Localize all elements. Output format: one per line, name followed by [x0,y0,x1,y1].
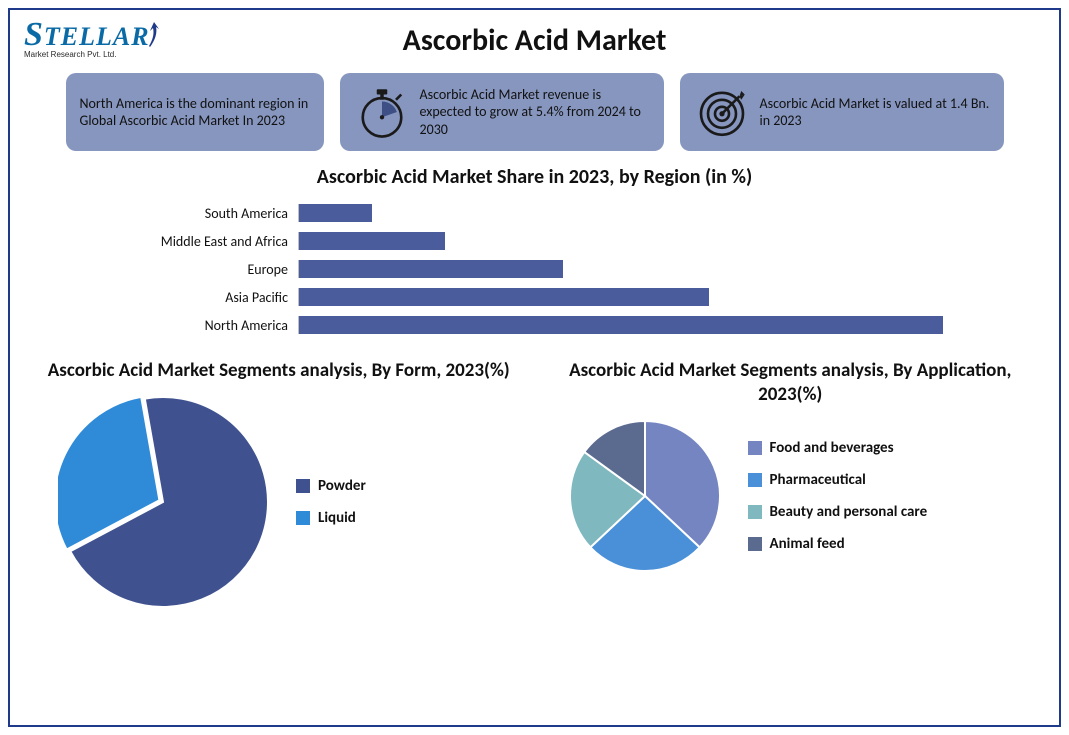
callout-text: Ascorbic Acid Market is valued at 1.4 Bn… [760,95,990,130]
bar-row: Asia Pacific [118,283,958,311]
legend-item: Powder [296,477,366,495]
bar-track [298,260,958,278]
bar-label: Asia Pacific [118,289,298,306]
callout-text: Ascorbic Acid Market revenue is expected… [420,86,650,139]
legend-label: Liquid [318,509,356,527]
bar-track [298,232,958,250]
target-icon [694,84,750,140]
callout-card: Ascorbic Acid Market revenue is expected… [340,73,664,151]
bar-fill [299,288,709,306]
pie-form-legend: Powder Liquid [296,477,366,527]
callout-card: Ascorbic Acid Market is valued at 1.4 Bn… [680,73,1004,151]
bar-fill [299,260,563,278]
stopwatch-icon [354,84,410,140]
legend-swatch [748,441,762,455]
bar-label: Europe [118,261,298,278]
legend-label: Food and beverages [770,439,894,457]
bar-chart-section: Ascorbic Acid Market Share in 2023, by R… [28,165,1041,339]
pie-app-title: Ascorbic Acid Market Segments analysis, … [540,359,1042,407]
bar-track [298,204,958,222]
pie-app-block: Ascorbic Acid Market Segments analysis, … [540,359,1042,607]
page-title: Ascorbic Acid Market [28,22,1041,59]
legend-label: Powder [318,477,366,495]
legend-item: Beauty and personal care [748,503,928,521]
bar-label: North America [118,317,298,334]
legend-label: Beauty and personal care [770,503,928,521]
pie-app-body: Food and beverages Pharmaceutical Beauty a… [540,421,1042,571]
bar-track [298,316,958,334]
callout-card: North America is the dominant region in … [66,73,324,151]
legend-swatch [748,505,762,519]
bar-label: Middle East and Africa [118,233,298,250]
pie-form-title: Ascorbic Acid Market Segments analysis, … [28,359,530,383]
legend-label: Animal feed [770,535,845,553]
legend-swatch [296,511,310,525]
logo-lead: S [24,16,44,53]
bar-row: South America [118,199,958,227]
pie-form-block: Ascorbic Acid Market Segments analysis, … [28,359,530,607]
infographic-frame: STELLAR Market Research Pvt. Ltd. Ascorb… [8,8,1061,727]
pie-charts-row: Ascorbic Acid Market Segments analysis, … [28,359,1041,607]
legend-item: Pharmaceutical [748,471,928,489]
bar-fill [299,204,372,222]
bar-row: North America [118,311,958,339]
pie-form-chart [58,397,268,607]
brand-logo: STELLAR Market Research Pvt. Ltd. [24,16,154,72]
legend-item: Animal feed [748,535,928,553]
legend-item: Liquid [296,509,366,527]
callout-row: North America is the dominant region in … [28,73,1041,151]
bar-fill [299,316,943,334]
bar-chart: South America Middle East and Africa Europ… [118,199,958,339]
legend-swatch [748,537,762,551]
pie-form-body: Powder Liquid [28,397,530,607]
pie-app-legend: Food and beverages Pharmaceutical Beauty a… [748,439,928,553]
bar-fill [299,232,445,250]
bar-row: Europe [118,255,958,283]
callout-text: North America is the dominant region in … [80,95,310,130]
legend-swatch [748,473,762,487]
bar-row: Middle East and Africa [118,227,958,255]
legend-label: Pharmaceutical [770,471,866,489]
bar-label: South America [118,205,298,222]
legend-item: Food and beverages [748,439,928,457]
pie-app-chart [570,421,720,571]
bar-chart-title: Ascorbic Acid Market Share in 2023, by R… [28,165,1041,189]
legend-swatch [296,479,310,493]
logo-arrow-icon [146,22,160,48]
logo-rest: TELLAR [44,22,150,51]
bar-track [298,288,958,306]
